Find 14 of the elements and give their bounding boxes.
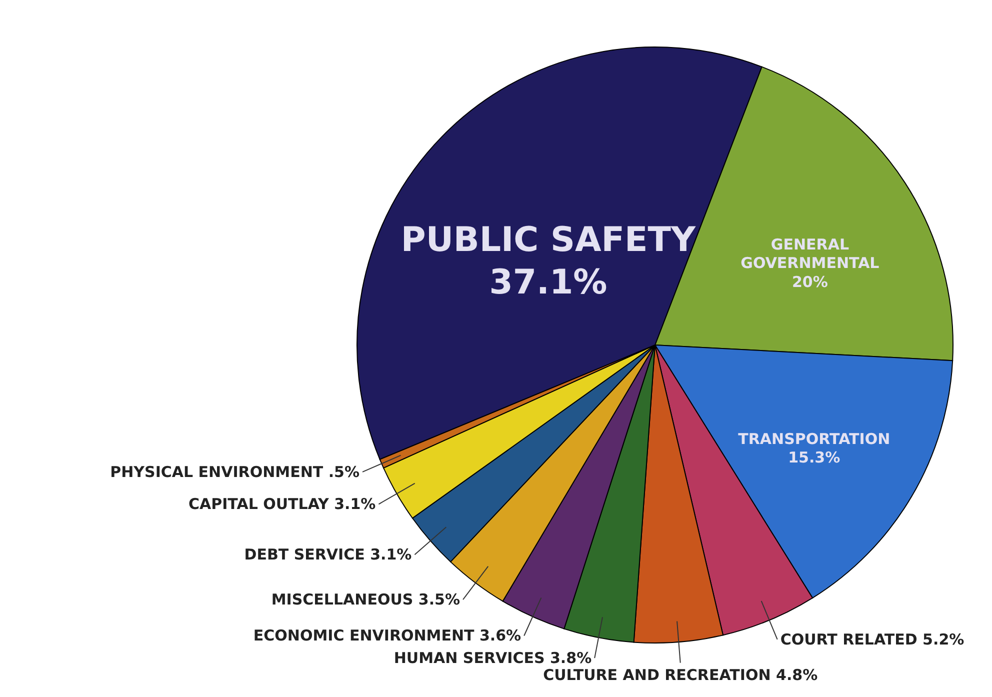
slice-label: CULTURE AND RECREATION 4.8% xyxy=(543,666,818,684)
data-label: 15.3% xyxy=(788,448,840,467)
slice-label: CAPITAL OUTLAY 3.1% xyxy=(188,495,376,514)
slice-label: DEBT SERVICE 3.1% xyxy=(244,546,412,564)
slice-label: PUBLIC SAFETY xyxy=(400,220,696,260)
slice-label: GENERAL GOVERNMENTAL xyxy=(740,235,880,272)
slice-label: PHYSICAL ENVIRONMENT .5% xyxy=(110,462,360,481)
slice-label: HUMAN SERVICES 3.8% xyxy=(394,649,592,668)
slice-label: MISCELLANEOUS 3.5% xyxy=(271,590,460,609)
slice-label: COURT RELATED 5.2% xyxy=(780,630,964,648)
slice-label: TRANSPORTATION xyxy=(738,430,890,448)
slice-label: ECONOMIC ENVIRONMENT 3.6% xyxy=(253,626,522,645)
data-label: 37.1% xyxy=(489,262,608,303)
data-label: 20% xyxy=(792,272,828,291)
